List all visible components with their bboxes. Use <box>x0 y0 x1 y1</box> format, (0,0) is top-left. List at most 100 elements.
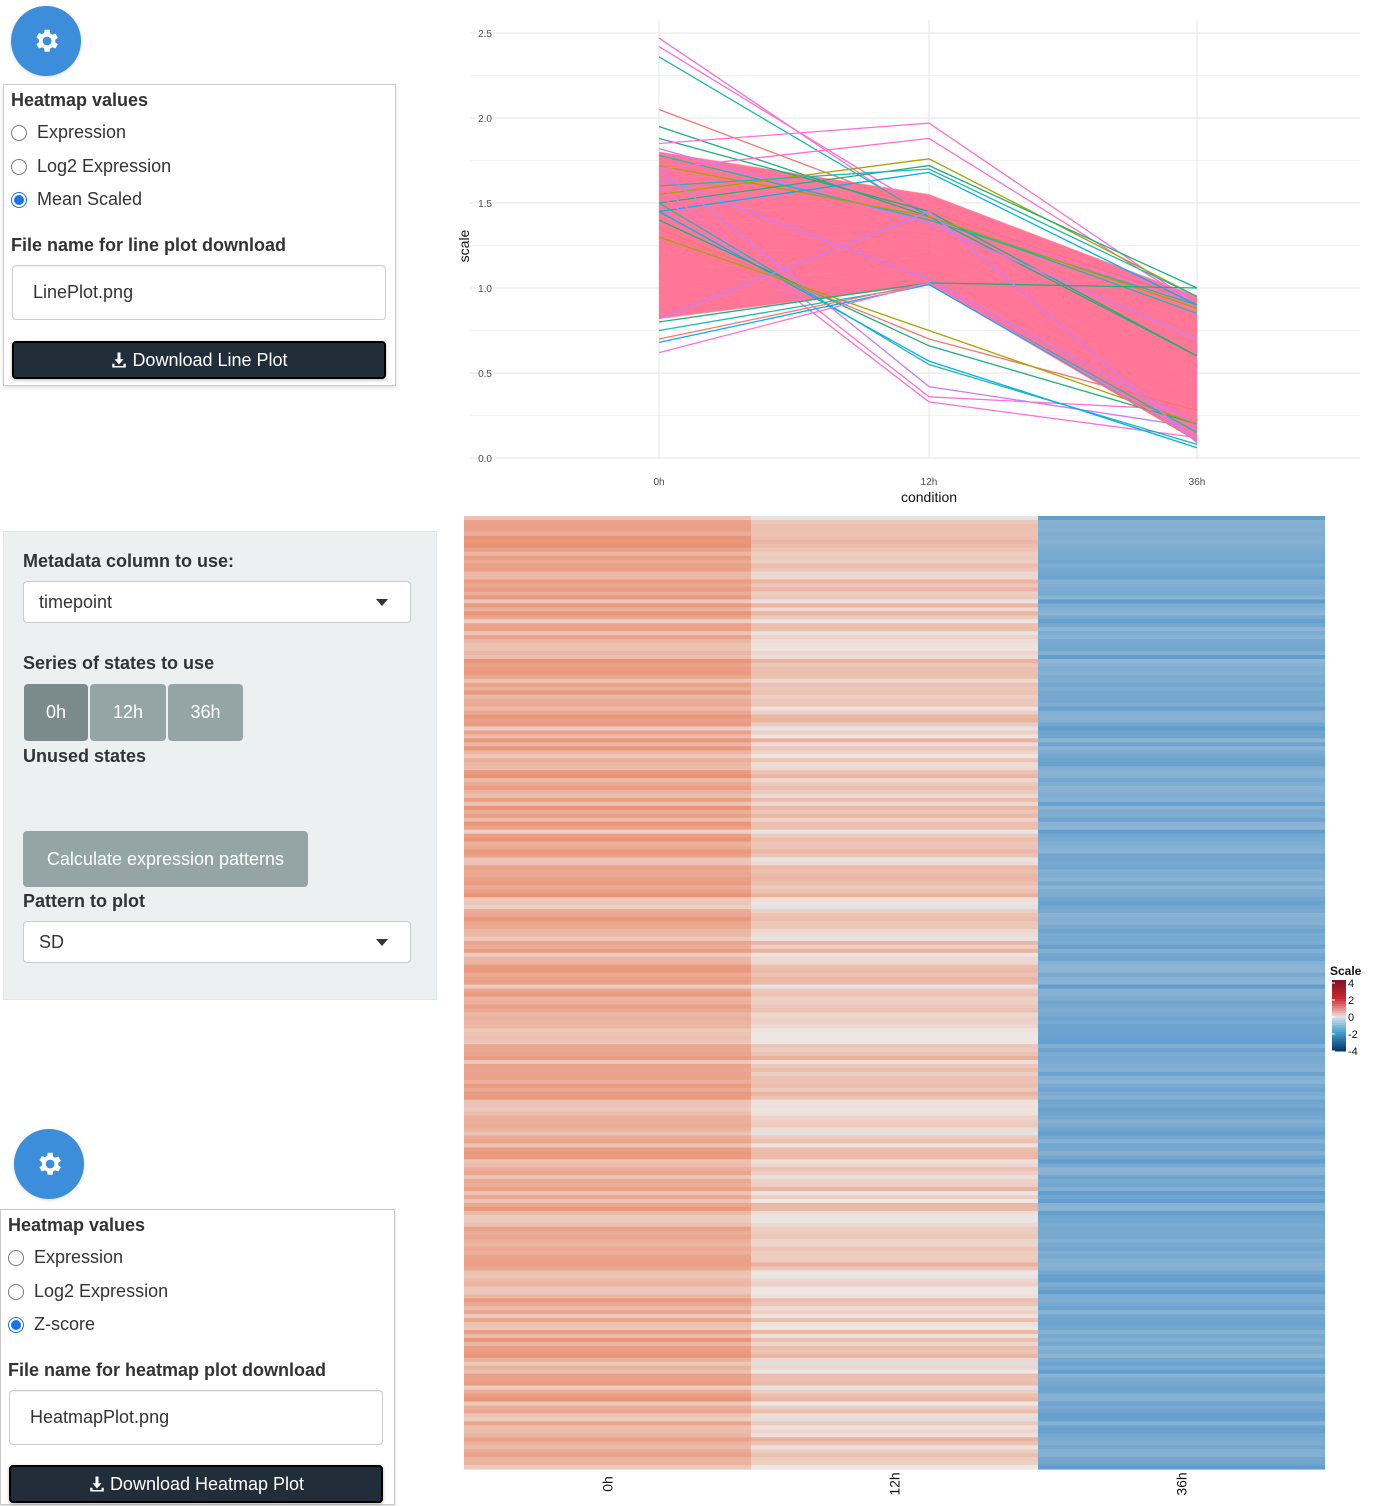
radio-button[interactable] <box>11 191 27 208</box>
state-button-12h[interactable]: 12h <box>90 684 166 741</box>
heatmap-cell <box>464 873 751 878</box>
legend-tick-label: -2 <box>1348 1029 1358 1041</box>
download-line-plot-button[interactable]: Download Line Plot <box>12 341 386 379</box>
heatmap-values-label: Heatmap values <box>8 1215 146 1235</box>
series-line <box>658 137 1198 306</box>
heatmap-cell <box>751 1425 1038 1430</box>
heatmap-cell <box>464 1465 751 1470</box>
heatmap-cell <box>464 1310 751 1315</box>
heatmap-cell <box>464 1361 751 1367</box>
heatmap-cell <box>751 1449 1038 1454</box>
heatmap-cell <box>1038 1453 1325 1458</box>
radio-z-score[interactable]: Z-score <box>8 1314 95 1335</box>
heatmap-cell <box>751 940 1038 946</box>
heatmap-cell <box>751 825 1038 831</box>
radio-expression[interactable]: Expression <box>11 122 126 143</box>
heatmap-cell <box>464 1048 751 1053</box>
heatmap-cell <box>464 678 751 684</box>
heatmap-cell <box>464 1071 751 1077</box>
heatmap-cell <box>1038 666 1325 672</box>
heatmap-cell <box>464 980 751 986</box>
heatmap-cell <box>464 956 751 962</box>
heatmap-cell <box>1038 1135 1325 1141</box>
heatmap-cell <box>464 547 751 553</box>
heatmap-cell <box>464 1060 751 1065</box>
heatmap-cell <box>464 1258 751 1264</box>
heatmap-cell <box>751 1369 1038 1375</box>
heatmap-cell <box>464 1167 751 1172</box>
heatmap-cell <box>751 829 1038 835</box>
heatmap-cell <box>464 1230 751 1236</box>
heatmap-cell <box>464 1449 751 1454</box>
metadata-column-select[interactable]: timepoint <box>23 581 411 623</box>
line-plot-filename-input[interactable]: LinePlot.png <box>12 265 386 320</box>
heatmap-cell <box>464 1139 751 1144</box>
heatmap-cell <box>751 1111 1038 1117</box>
heatmap-cell <box>464 1087 751 1093</box>
heatmap-cell <box>1038 531 1325 537</box>
heatmap-cell <box>1038 1449 1325 1454</box>
heatmap-cell <box>464 1274 751 1279</box>
heatmap-cell <box>1038 928 1325 934</box>
radio-button[interactable] <box>8 1249 24 1266</box>
heatmap-cell <box>464 1286 751 1291</box>
radio-expression[interactable]: Expression <box>8 1247 123 1268</box>
radio-button[interactable] <box>8 1316 24 1333</box>
heatmap-cell <box>1038 766 1325 771</box>
state-button-0h[interactable]: 0h <box>24 684 88 741</box>
radio-button[interactable] <box>11 124 27 141</box>
heatmap-cell <box>751 1179 1038 1184</box>
heatmap-cell <box>751 1147 1038 1152</box>
legend-gradient-step <box>1332 1017 1346 1021</box>
heatmap-filename-input[interactable]: HeatmapPlot.png <box>9 1390 383 1445</box>
heatmap-cell <box>751 706 1038 712</box>
heatmap-cell <box>751 726 1038 732</box>
download-heatmap-plot-button[interactable]: Download Heatmap Plot <box>9 1465 383 1503</box>
heatmap-cell <box>464 682 751 688</box>
heatmap-cell <box>1038 523 1325 529</box>
heatmap-cell <box>464 1314 751 1319</box>
radio-label: Expression <box>37 122 127 142</box>
heatmap-cell <box>1038 849 1325 855</box>
calculate-expression-patterns-button[interactable]: Calculate expression patterns <box>23 831 308 887</box>
line-settings-button[interactable] <box>11 6 81 76</box>
radio-button[interactable] <box>8 1283 24 1300</box>
heatmap-cell <box>1038 932 1325 938</box>
heatmap-cell <box>1038 1218 1325 1224</box>
legend-gradient-step <box>1332 1027 1346 1031</box>
heatmap-cell <box>464 853 751 859</box>
heatmap-cell <box>464 742 751 747</box>
heatmap-cell <box>1038 821 1325 827</box>
state-button-36h[interactable]: 36h <box>168 684 243 741</box>
heatmap-cell <box>464 1461 751 1466</box>
heatmap-settings-button[interactable] <box>14 1129 84 1199</box>
radio-button[interactable] <box>11 158 27 175</box>
heatmap-cell <box>1038 1127 1325 1133</box>
heatmap-cell <box>1038 996 1325 1002</box>
legend-gradient-step <box>1332 1043 1346 1047</box>
gear-icon <box>36 29 58 52</box>
heatmap-cell <box>751 567 1038 573</box>
heatmap-cell <box>1038 1302 1325 1307</box>
heatmap-cell <box>751 837 1038 843</box>
series-band <box>659 152 1197 441</box>
heatmap-cell <box>464 1079 751 1085</box>
heatmap-cell <box>464 611 751 616</box>
radio-log2-expression[interactable]: Log2 Expression <box>8 1281 168 1302</box>
heatmap-cell <box>751 1270 1038 1276</box>
heatmap-cell <box>1038 1429 1325 1434</box>
heatmap-cell <box>751 718 1038 724</box>
heatmap-cell <box>1038 1322 1325 1327</box>
pattern-select[interactable]: SD <box>23 921 411 963</box>
heatmap-cell <box>464 770 751 775</box>
radio-mean-scaled[interactable]: Mean Scaled <box>11 189 142 210</box>
heatmap-cell <box>464 551 751 557</box>
heatmap-cell <box>464 1206 751 1212</box>
heatmap-cell <box>1038 718 1325 724</box>
heatmap-cell <box>1038 698 1325 704</box>
heatmap-cell <box>751 547 1038 553</box>
heatmap-cell <box>464 527 751 533</box>
legend-gradient-step <box>1332 1046 1346 1050</box>
heatmap-cell <box>464 805 751 811</box>
radio-log2-expression[interactable]: Log2 Expression <box>11 156 171 177</box>
